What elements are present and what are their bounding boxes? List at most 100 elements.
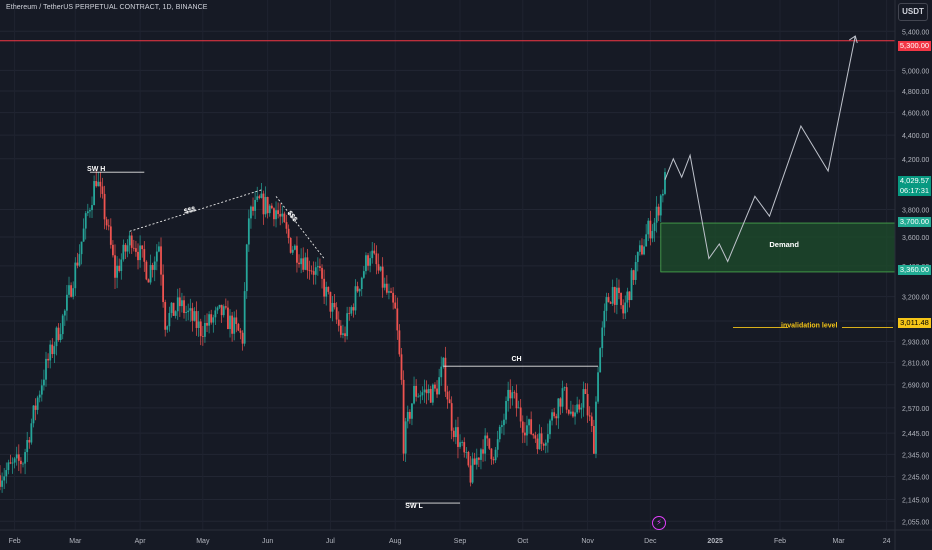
time-tick-label: Oct (517, 538, 528, 545)
candle-body (513, 392, 516, 394)
time-axis[interactable]: Feb Mar Apr May Jun Jul Aug Sep Oct Nov Dec 2025 Feb… (0, 529, 932, 545)
candle-body (475, 457, 478, 465)
candle-body (84, 213, 87, 229)
candle-body (394, 302, 397, 309)
candle-body (484, 435, 487, 454)
candle-body (158, 246, 160, 252)
candle-body (465, 451, 468, 453)
candle-body (542, 443, 545, 446)
candle-body (93, 181, 96, 206)
candle-body (107, 225, 110, 227)
price-tick-label: 3,200.00 (902, 295, 929, 302)
candle-body (0, 475, 1, 487)
candle-body (239, 330, 242, 333)
candle-body (103, 193, 106, 220)
candle-body (576, 404, 579, 413)
candle-body (316, 266, 319, 268)
candle-body (358, 289, 361, 292)
candle-body (153, 261, 156, 270)
candle-body (480, 449, 482, 460)
candle-body (206, 322, 208, 326)
candle-body (53, 346, 56, 355)
candle-body (597, 372, 599, 402)
candle-body (86, 211, 89, 214)
candle-body (78, 254, 81, 266)
annotation-label: CH (511, 356, 521, 363)
candle-body (82, 228, 85, 242)
candle-body (279, 214, 282, 217)
candle-body (57, 327, 60, 340)
price-axis[interactable]: 5,400.00 5,000.00 4,800.00 4,600.00 4,400.00… (894, 0, 929, 550)
candle-body (624, 302, 627, 314)
price-tick-label: 2,245.00 (902, 474, 929, 481)
candle-body (333, 302, 336, 308)
candle-body (342, 333, 344, 335)
candle-body (45, 358, 47, 380)
candle-body (101, 186, 104, 194)
candle-body (590, 416, 593, 427)
candle-body (55, 327, 58, 347)
annotation-label: $$$ (183, 206, 196, 216)
candle-body (534, 435, 537, 439)
candle-body (471, 458, 474, 483)
candle-body (331, 302, 334, 312)
annotation-label: invalidation level (781, 322, 837, 329)
price-tick-label: 3,600.00 (902, 235, 929, 242)
candle-body (275, 210, 277, 220)
candle-body (655, 206, 658, 223)
candle-body (505, 401, 507, 420)
chart-title: Ethereum / TetherUS PERPETUAL CONTRACT, … (6, 4, 208, 11)
price-tick-label: 2,690.00 (902, 383, 929, 390)
price-tick-label: 4,200.00 (902, 157, 929, 164)
time-tick-label: 24 (883, 538, 891, 545)
candle-body (532, 434, 535, 436)
candle-body (586, 394, 589, 416)
time-tick-label: 2025 (707, 538, 723, 545)
candle-body (651, 230, 654, 239)
price-tick-label: 2,445.00 (902, 431, 929, 438)
candle-body (511, 392, 514, 399)
candle-body (605, 297, 608, 311)
lightning-icon[interactable]: ⚡ (652, 516, 666, 530)
candle-body (444, 357, 447, 392)
price-tick-label: 3,800.00 (902, 208, 929, 215)
candle-body (417, 396, 420, 398)
candle-body (199, 321, 202, 337)
candle-body (375, 253, 378, 265)
invalidation-price-badge: 3,011.48 (898, 318, 931, 328)
annotation-label: $$$ (285, 210, 298, 224)
candle-body (595, 401, 597, 454)
currency-button[interactable]: USDT (898, 3, 928, 21)
candle-body (329, 291, 332, 312)
candle-body (574, 412, 576, 417)
candle-body (285, 222, 288, 229)
candle-body (657, 206, 660, 216)
candle-body (24, 452, 26, 464)
candle-body (498, 426, 501, 440)
candle-body (122, 244, 125, 260)
demand-low-badge: 3,360.00 (898, 265, 931, 275)
candle-body (618, 287, 620, 294)
candle-body (298, 262, 300, 265)
candle-body (216, 307, 219, 311)
candle-body (411, 403, 413, 419)
candle-body (143, 249, 146, 262)
candle-body (346, 313, 349, 337)
candle-body (289, 237, 292, 253)
candle-body (197, 321, 200, 328)
candle-body (494, 449, 497, 461)
candle-body (120, 259, 123, 271)
candle-body (379, 266, 382, 271)
candle-body (452, 430, 455, 438)
candle-body (268, 205, 271, 214)
candle-body (7, 462, 10, 471)
candle-body (578, 404, 581, 410)
candle-body (264, 196, 267, 215)
candle-body (170, 302, 173, 313)
candle-body (423, 389, 426, 393)
price-tick-label: 2,055.00 (902, 519, 929, 526)
candle-body (392, 292, 395, 303)
price-tick-label: 4,800.00 (902, 89, 929, 96)
candle-body (72, 288, 75, 297)
